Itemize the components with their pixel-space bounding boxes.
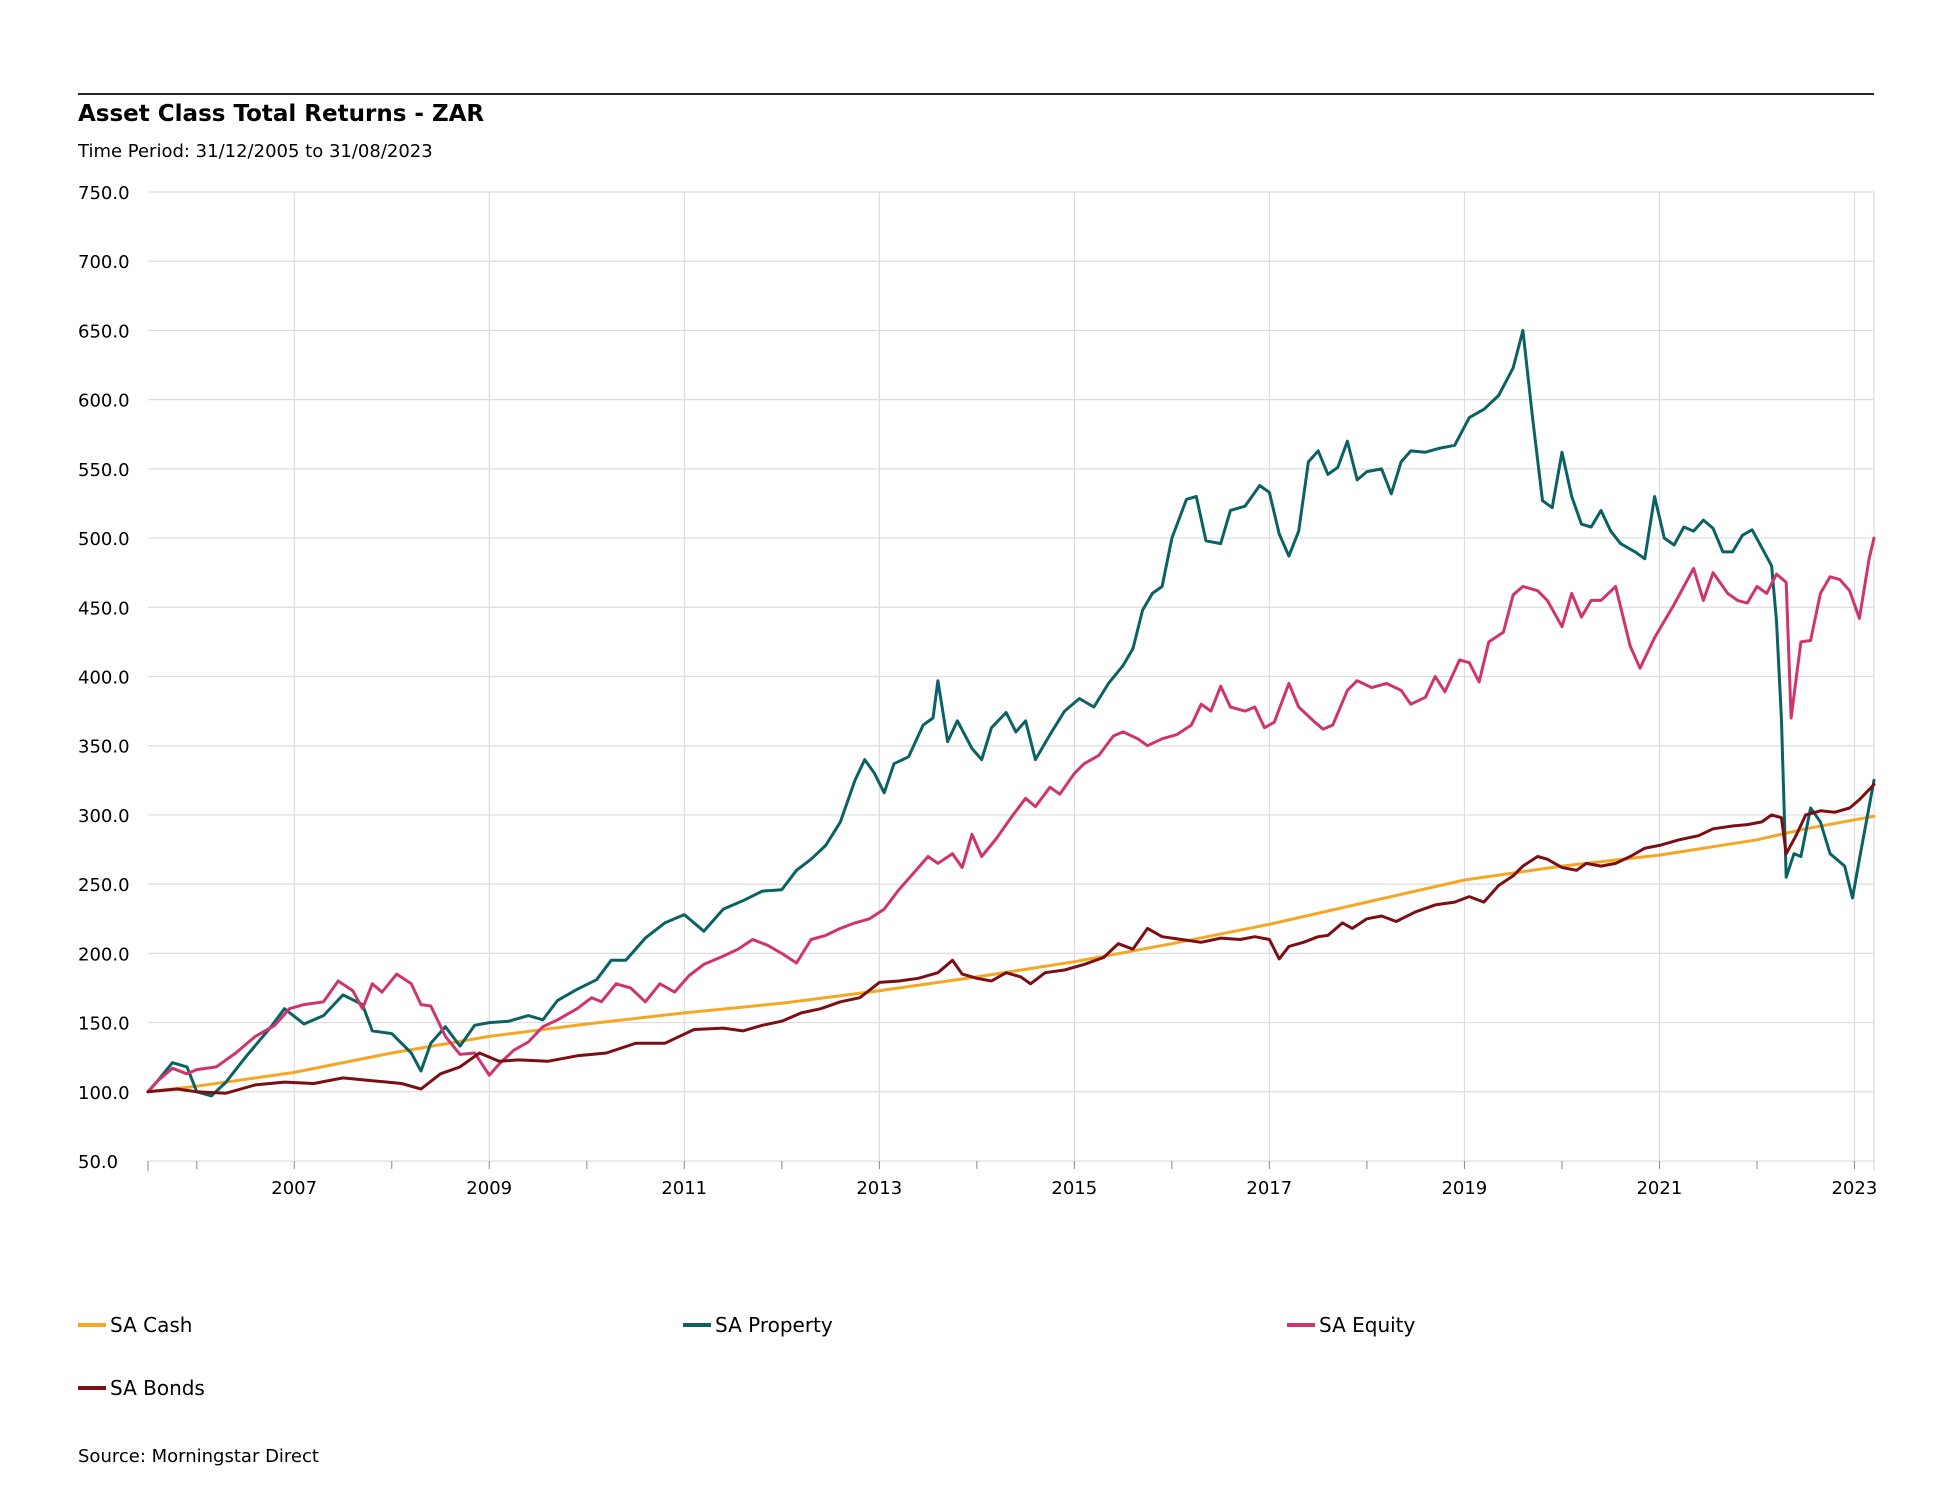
x-axis: 2007 2009 2011 2013 2015 2017 2019 2021 2023 xyxy=(147,1161,1877,1199)
y-tick-label: 350.0 xyxy=(78,737,130,758)
x-tick-label: 2019 xyxy=(1441,1178,1487,1199)
legend-item-sa-cash[interactable]: SA Cash xyxy=(78,1313,192,1337)
legend-label-sa-bonds: SA Bonds xyxy=(110,1376,205,1400)
source-note: Source: Morningstar Direct xyxy=(78,1446,319,1467)
legend-swatch-sa-property xyxy=(683,1323,711,1327)
x-tick-label: 2009 xyxy=(466,1178,512,1199)
chart-subtitle: Time Period: 31/12/2005 to 31/08/2023 xyxy=(78,141,433,162)
series-lines xyxy=(146,328,1876,1098)
y-tick-label: 450.0 xyxy=(78,598,130,619)
y-axis: 50.0 100.0 150.0 200.0 250.0 300.0 350.0 400.0 4… xyxy=(78,183,130,1173)
series-line-sa-bonds xyxy=(146,783,1876,1095)
legend-item-sa-bonds[interactable]: SA Bonds xyxy=(78,1376,205,1400)
y-tick-label: 50.0 xyxy=(78,1152,118,1173)
legend-item-sa-property[interactable]: SA Property xyxy=(683,1313,833,1337)
x-tick-label: 2021 xyxy=(1636,1178,1682,1199)
y-tick-label: 550.0 xyxy=(78,460,130,481)
series-line-sa-property xyxy=(146,328,1876,1098)
legend-label-sa-cash: SA Cash xyxy=(110,1313,193,1337)
legend-swatch-sa-bonds xyxy=(78,1386,106,1390)
series-line-sa-equity xyxy=(146,536,1876,1094)
y-tick-label: 150.0 xyxy=(78,1014,130,1035)
y-tick-label: 500.0 xyxy=(78,529,130,550)
title-rule xyxy=(78,93,1874,95)
line-chart: 50.0 100.0 150.0 200.0 250.0 300.0 350.0 400.0 4… xyxy=(78,183,1877,1199)
y-tick-label: 200.0 xyxy=(78,944,130,965)
y-tick-label: 100.0 xyxy=(78,1083,130,1104)
x-tick-label: 2007 xyxy=(271,1178,317,1199)
legend-item-sa-equity[interactable]: SA Equity xyxy=(1287,1313,1415,1337)
x-tick-label: 2023 xyxy=(1831,1178,1877,1199)
x-tick-label: 2015 xyxy=(1051,1178,1097,1199)
x-tick-label: 2013 xyxy=(856,1178,902,1199)
y-tick-label: 400.0 xyxy=(78,668,130,689)
y-tick-label: 700.0 xyxy=(78,252,130,273)
y-tick-label: 600.0 xyxy=(78,391,130,412)
x-tick-label: 2011 xyxy=(661,1178,707,1199)
legend-swatch-sa-cash xyxy=(78,1323,106,1327)
y-tick-label: 300.0 xyxy=(78,806,130,827)
y-tick-label: 650.0 xyxy=(78,321,130,342)
y-tick-label: 250.0 xyxy=(78,875,130,896)
x-tick-label: 2017 xyxy=(1246,1178,1292,1199)
y-tick-label: 750.0 xyxy=(78,183,130,204)
grid xyxy=(148,191,1875,1171)
legend-label-sa-property: SA Property xyxy=(715,1313,833,1337)
chart-title: Asset Class Total Returns - ZAR xyxy=(78,101,485,127)
legend-swatch-sa-equity xyxy=(1287,1323,1315,1327)
legend-label-sa-equity: SA Equity xyxy=(1319,1313,1416,1337)
